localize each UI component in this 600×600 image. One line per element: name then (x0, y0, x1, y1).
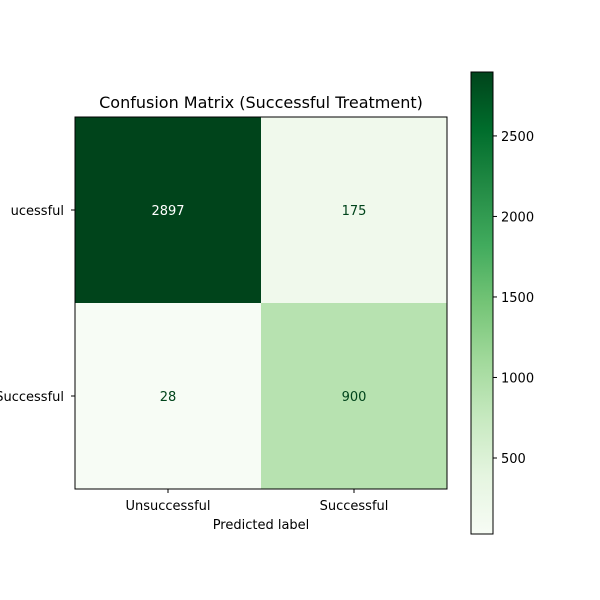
colorbar-tick-label: 1500 (501, 291, 534, 306)
colorbar-ticks: 500 1000 1500 2000 2500 (493, 130, 534, 467)
heatmap-cell-r1-c1 (261, 303, 447, 489)
heatmap-cells (75, 117, 447, 489)
colorbar-tick-label: 500 (501, 452, 526, 467)
x-tick-label: Successful (320, 499, 389, 514)
colorbar-tick-label: 1000 (501, 371, 534, 386)
heatmap-cell-r0-c1 (261, 117, 447, 303)
x-tick-label: Unsuccessful (125, 499, 210, 514)
colorbar-tick-label: 2500 (501, 130, 534, 145)
cell-value-r1-c0: 28 (160, 390, 177, 405)
plot-frame (74, 116, 448, 490)
y-tick-label: ucessful (11, 204, 64, 219)
colorbar-tick-label: 2000 (501, 210, 534, 225)
cell-value-r0-c0: 2897 (151, 204, 184, 219)
y-axis-ticks: ucessful Successful (0, 204, 75, 405)
y-tick-label: Successful (0, 390, 64, 405)
chart-title: Confusion Matrix (Successful Treatment) (99, 93, 423, 112)
cell-value-r1-c1: 900 (342, 390, 367, 405)
heatmap-cell-r1-c0 (75, 303, 261, 489)
x-axis-ticks: Unsuccessful Successful (125, 489, 388, 514)
heatmap-cell-r0-c0 (75, 117, 261, 303)
cell-value-r0-c1: 175 (342, 204, 367, 219)
x-axis-label: Predicted label (213, 518, 310, 533)
heatmap-cell-labels: 2897 175 28 900 (151, 204, 366, 405)
colorbar (470, 71, 494, 535)
